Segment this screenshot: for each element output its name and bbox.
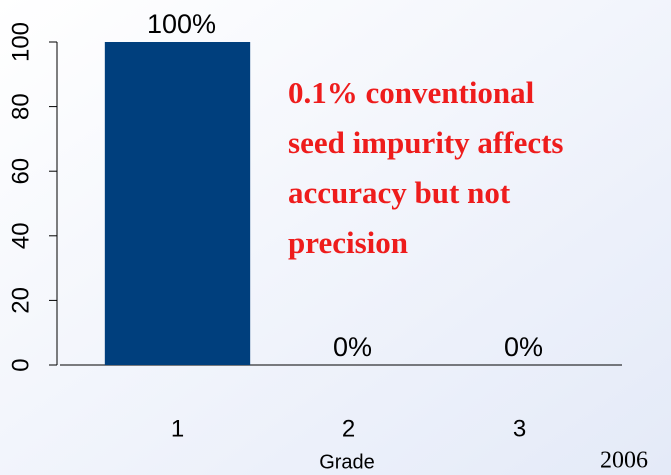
x-tick-label: 2 bbox=[342, 415, 355, 442]
annotation-line: seed impurity affects bbox=[288, 125, 564, 160]
x-axis-label: Grade bbox=[319, 451, 375, 473]
y-tick-label: 100 bbox=[7, 22, 34, 62]
x-tick-label: 1 bbox=[171, 415, 184, 442]
annotation-line: 0.1% conventional bbox=[288, 75, 535, 110]
y-tick-label: 40 bbox=[7, 222, 34, 249]
value-label: 0% bbox=[333, 332, 372, 362]
value-label: 100% bbox=[147, 9, 216, 39]
y-tick-label: 80 bbox=[7, 93, 34, 120]
annotation-line: accuracy but not bbox=[288, 175, 511, 210]
annotation-line: precision bbox=[288, 225, 408, 260]
y-tick-label: 60 bbox=[7, 158, 34, 185]
footer: 2006 bbox=[600, 448, 648, 474]
y-tick-label: 0 bbox=[7, 358, 34, 371]
bar bbox=[104, 42, 251, 365]
y-tick-label: 20 bbox=[7, 287, 34, 314]
value-label: 0% bbox=[504, 332, 543, 362]
x-tick-label: 3 bbox=[513, 415, 526, 442]
